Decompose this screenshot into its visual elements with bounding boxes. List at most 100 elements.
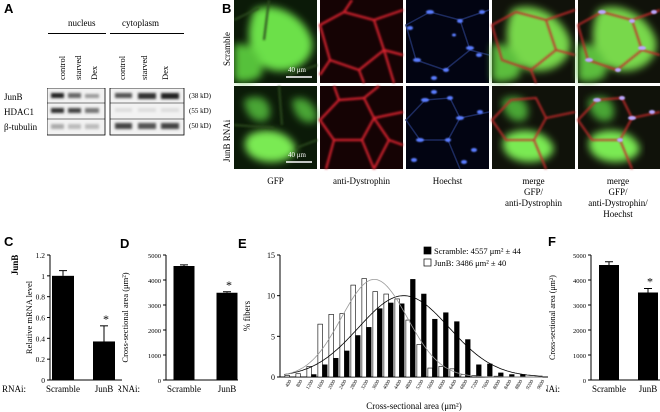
x-tick-label: 8800 xyxy=(515,379,525,391)
bar-scramble xyxy=(498,372,504,378)
legend-label: Scramble: 4557 μm² ± 44 xyxy=(434,246,522,256)
x-tick-label: 4800 xyxy=(405,379,415,391)
bar-junb xyxy=(295,373,301,378)
panel-label-f: F xyxy=(548,234,556,249)
x-tick-label: 2800 xyxy=(350,379,360,391)
bar-junb xyxy=(438,366,444,378)
bar-junb xyxy=(306,366,312,378)
cytoplasm-group-label: cytoplasm xyxy=(122,18,159,28)
bar xyxy=(52,275,74,380)
bar xyxy=(173,266,195,380)
x-tick-label: 4400 xyxy=(394,379,404,391)
lane-label: Dex xyxy=(89,65,99,80)
y-tick-label: 5000 xyxy=(573,253,586,260)
y-tick-label: 2000 xyxy=(573,328,586,335)
y-axis-label: Cross-sectional area (μm²) xyxy=(120,272,130,362)
bar-scramble xyxy=(421,293,427,378)
y-tick-label: 1000 xyxy=(573,353,586,360)
merge-gfp-dystrophin-scramble-image xyxy=(490,0,576,84)
y-tick-label: 4000 xyxy=(573,278,586,285)
microscopy-panel: Scramble JunB RNAi xyxy=(216,0,660,220)
legend-label: JunB: 3486 μm² ± 40 xyxy=(434,258,506,268)
lane-label: starved xyxy=(139,55,149,80)
column-caption-gfp: GFP xyxy=(267,176,284,186)
lane-label: control xyxy=(57,55,67,80)
x-tick-label: 7200 xyxy=(471,379,481,391)
bar xyxy=(216,292,238,380)
y-axis-label: Relative mRNA level xyxy=(24,280,34,354)
bar-scramble xyxy=(333,357,339,378)
size-label: (55 kD) xyxy=(189,107,211,115)
bar-junb xyxy=(416,344,422,378)
rnai-label: RNAi: xyxy=(118,384,140,394)
x-tick-label: 6800 xyxy=(460,379,470,391)
rnai-label: RNAi: xyxy=(546,384,560,394)
significance-marker: * xyxy=(103,312,109,326)
merge-gfp-dystrophin-junb-image xyxy=(490,86,576,170)
x-tick-label: 3600 xyxy=(372,379,382,391)
chart-e-histogram: 0 5 10 15 400 800 1200 1600 2000 2400 2800 3200 3600… xyxy=(242,246,548,411)
y-tick-label: 0 xyxy=(41,376,45,385)
lane-label: control xyxy=(117,55,127,80)
y-tick-label: 0 xyxy=(158,378,161,385)
hoechst-scramble-image xyxy=(405,0,490,83)
bar xyxy=(93,341,115,380)
significance-marker: * xyxy=(226,278,232,292)
x-tick-label: 6400 xyxy=(449,379,459,391)
lane-label: starved xyxy=(73,55,83,80)
bar-scramble xyxy=(344,350,350,378)
bar-scramble xyxy=(366,327,372,378)
category-label: JunB xyxy=(218,384,237,394)
blot-strips xyxy=(47,88,185,136)
category-label: JunB xyxy=(95,384,114,394)
bar xyxy=(599,265,619,380)
nucleus-group-label: nucleus xyxy=(68,18,96,28)
nucleus-bracket xyxy=(48,33,106,34)
dystrophin-junb-image xyxy=(318,85,404,170)
x-tick-label: 1600 xyxy=(317,379,327,391)
protein-label: β-tubulin xyxy=(4,122,38,132)
y-axis-label: Cross-sectional area (μm²) xyxy=(548,275,557,360)
y-tick-label: 3000 xyxy=(148,303,161,310)
x-tick-label: 8000 xyxy=(493,379,503,391)
category-label: Scramble xyxy=(46,384,80,394)
y-tick-label: 5000 xyxy=(148,253,161,260)
chart-d-area: 0 1000 2000 3000 4000 5000 Scramble JunB * Cross-… xyxy=(118,253,238,394)
chart-c-mrna: 0 0.2 0.4 0.6 0.8 1 1.2 Scramble JunB * Relative m… xyxy=(2,251,122,394)
bar-scramble xyxy=(399,303,405,378)
fit-curve xyxy=(283,295,543,377)
x-tick-label: 1200 xyxy=(306,379,316,391)
category-label: JunB xyxy=(639,384,658,394)
x-tick-label: 5600 xyxy=(427,379,437,391)
x-tick-label: 5200 xyxy=(416,379,426,391)
bar-junb xyxy=(339,313,345,378)
merge-all-scramble-image xyxy=(576,0,660,83)
y-tick-label: 0 xyxy=(583,378,586,385)
size-label: (50 kD) xyxy=(189,122,211,130)
significance-marker: * xyxy=(647,275,653,289)
x-tick-label: 800 xyxy=(296,379,304,388)
x-tick-label: 2400 xyxy=(339,379,349,391)
y-tick-label: 2000 xyxy=(148,328,161,335)
bar-junb xyxy=(350,284,356,378)
bar-junb xyxy=(383,293,389,378)
x-tick-label: 9600 xyxy=(537,379,547,391)
microscopy-grid xyxy=(234,0,660,170)
fit-curve xyxy=(283,279,543,378)
x-tick-label: 4000 xyxy=(383,379,393,391)
scale-bar-label: 40 μm xyxy=(288,151,306,159)
y-tick-label: 4000 xyxy=(148,278,161,285)
bar-junb xyxy=(405,319,411,378)
bar-scramble xyxy=(432,318,438,378)
column-caption-hoechst: Hoechst xyxy=(432,176,463,186)
bar-junb xyxy=(427,367,433,378)
bar-scramble xyxy=(476,364,482,378)
bar-scramble xyxy=(311,374,317,378)
bar-junb xyxy=(394,298,400,378)
x-tick-label: 7600 xyxy=(482,379,492,391)
y-tick-label: 1 xyxy=(41,272,45,281)
gfp-junb-image xyxy=(234,85,318,169)
panel-label-d: D xyxy=(120,236,130,251)
bar-junb xyxy=(328,314,334,378)
bar-scramble xyxy=(355,335,361,378)
